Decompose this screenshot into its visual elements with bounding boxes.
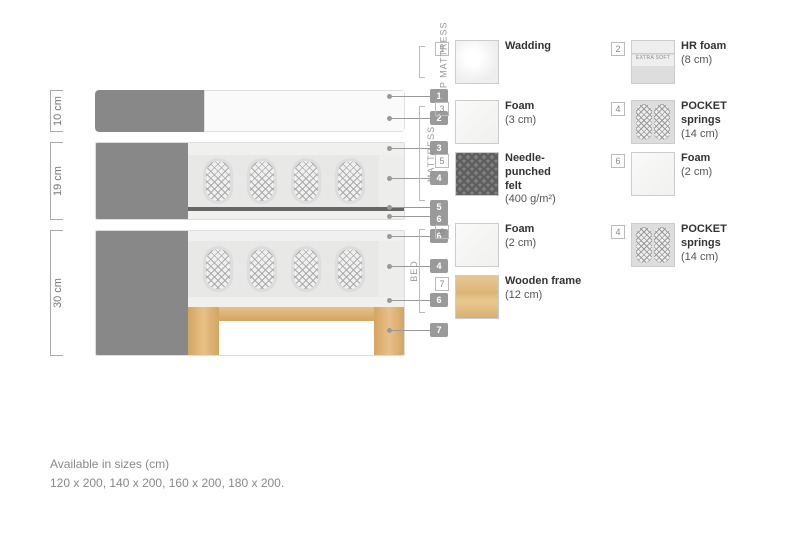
- measure-bed: 30 cm: [50, 230, 85, 356]
- legend-item-number: 4: [611, 102, 625, 116]
- spring-icon: [291, 246, 321, 292]
- legend-thumb-foam: [455, 100, 499, 144]
- legend-item: 6 Foam(2 cm): [611, 152, 775, 207]
- legend-item: 1Wadding: [435, 40, 599, 84]
- legend-section-top-mattress: TOP MATTRESS 1Wadding2HR foam(8 cm): [435, 40, 775, 84]
- bed-foam-bottom: [188, 297, 404, 307]
- bed-foam-top: [188, 231, 404, 241]
- legend-item: 4 POCKETsprings(14 cm): [611, 223, 775, 267]
- spring-icon: [335, 246, 365, 292]
- section-bracket: [419, 106, 425, 201]
- bed-foam-side: [379, 241, 404, 297]
- spring-icon: [335, 158, 365, 204]
- legend-thumb-springs: [631, 100, 675, 144]
- spring-icon: [247, 158, 277, 204]
- measure-top-mattress: 10 cm: [50, 90, 85, 132]
- mattress-foam-side: [379, 155, 404, 207]
- legend-thumb-springs: [631, 223, 675, 267]
- legend-item-text: Foam(3 cm): [505, 100, 536, 128]
- top-mattress-grey: [95, 90, 204, 132]
- sizes-footer: Available in sizes (cm) 120 x 200, 140 x…: [50, 455, 284, 493]
- legend-section-mattress: MATTRESS 3Foam(3 cm)4POCKETsprings(14 cm…: [435, 100, 775, 207]
- bed-grey-side: [96, 231, 188, 355]
- layer-top-mattress: [95, 90, 405, 132]
- legend-thumb-foam: [631, 152, 675, 196]
- wood-leg: [188, 307, 218, 355]
- section-label: BED: [409, 260, 419, 282]
- mattress-foam-bottom: [188, 211, 404, 220]
- legend-thumb-felt: [455, 152, 499, 196]
- legend-thumb-wood: [455, 275, 499, 319]
- pointer-line: [390, 330, 430, 331]
- mattress-springs: [188, 155, 379, 207]
- legend-item: 4 POCKETsprings(14 cm): [611, 100, 775, 144]
- layer-bed: [95, 230, 405, 356]
- section-label-wrap: MATTRESS: [413, 100, 429, 207]
- legend-item-number: 6: [611, 154, 625, 168]
- top-mattress-white: [204, 90, 406, 132]
- legend-item-text: Foam(2 cm): [681, 152, 712, 180]
- legend-item-text: POCKETsprings(14 cm): [681, 100, 727, 141]
- measure-label: 30 cm: [52, 278, 64, 308]
- legend-item-text: Needle-punchedfelt(400 g/m²): [505, 152, 556, 207]
- legend-item-text: HR foam(8 cm): [681, 40, 726, 68]
- spring-icon: [203, 158, 233, 204]
- spring-icon: [203, 246, 233, 292]
- legend-item-text: Foam(2 cm): [505, 223, 536, 251]
- legend-item-text: POCKETsprings(14 cm): [681, 223, 727, 264]
- layer-mattress: [95, 142, 405, 220]
- legend-item-number: 2: [611, 42, 625, 56]
- legend-thumb-hrfoam: [631, 40, 675, 84]
- spring-icon: [291, 158, 321, 204]
- section-label-wrap: BED: [413, 223, 429, 319]
- legend-item: 5 Needle-punchedfelt(400 g/m²): [435, 152, 599, 207]
- sizes-label: Available in sizes (cm): [50, 455, 284, 474]
- measure-label: 19 cm: [52, 166, 64, 196]
- mattress-grey-side: [96, 143, 188, 219]
- measure-mattress: 19 cm: [50, 142, 85, 220]
- section-bracket: [419, 46, 425, 78]
- legend-item-text: Wooden frame(12 cm): [505, 275, 581, 303]
- legend-item: 7 Wooden frame(12 cm): [435, 275, 599, 319]
- legend-thumb-wadding: [455, 40, 499, 84]
- section-label-wrap: TOP MATTRESS: [413, 40, 429, 84]
- section-bracket: [419, 229, 425, 313]
- pointer-line: [390, 216, 430, 217]
- mattress-foam-top: [188, 143, 404, 155]
- legend-item-text: Wadding: [505, 40, 551, 54]
- spring-icon: [247, 246, 277, 292]
- legend-item-number: 4: [611, 225, 625, 239]
- section-label: MATTRESS: [426, 125, 436, 181]
- sizes-values: 120 x 200, 140 x 200, 160 x 200, 180 x 2…: [50, 474, 284, 493]
- legend-section-bed: BED 6Foam(2 cm)4POCKETsprings(14 cm)7Woo…: [435, 223, 775, 319]
- section-label: TOP MATTRESS: [439, 21, 449, 102]
- legend-item: 3 Foam(3 cm): [435, 100, 599, 144]
- pointer-line: [390, 96, 430, 97]
- legend-thumb-foam: [455, 223, 499, 267]
- pointer-line: [390, 207, 430, 208]
- legend-item-number: 6: [435, 225, 449, 239]
- legend-item: 6 Foam(2 cm): [435, 223, 599, 267]
- legend-item-number: 3: [435, 102, 449, 116]
- measure-label: 10 cm: [52, 96, 64, 126]
- legend: TOP MATTRESS 1Wadding2HR foam(8 cm) MATT…: [435, 40, 775, 335]
- bed-springs: [188, 241, 379, 297]
- legend-item-number: 5: [435, 154, 449, 168]
- legend-item: 2 HR foam(8 cm): [611, 40, 775, 84]
- bed-wood-legs: [188, 307, 404, 355]
- legend-item-number: 7: [435, 277, 449, 291]
